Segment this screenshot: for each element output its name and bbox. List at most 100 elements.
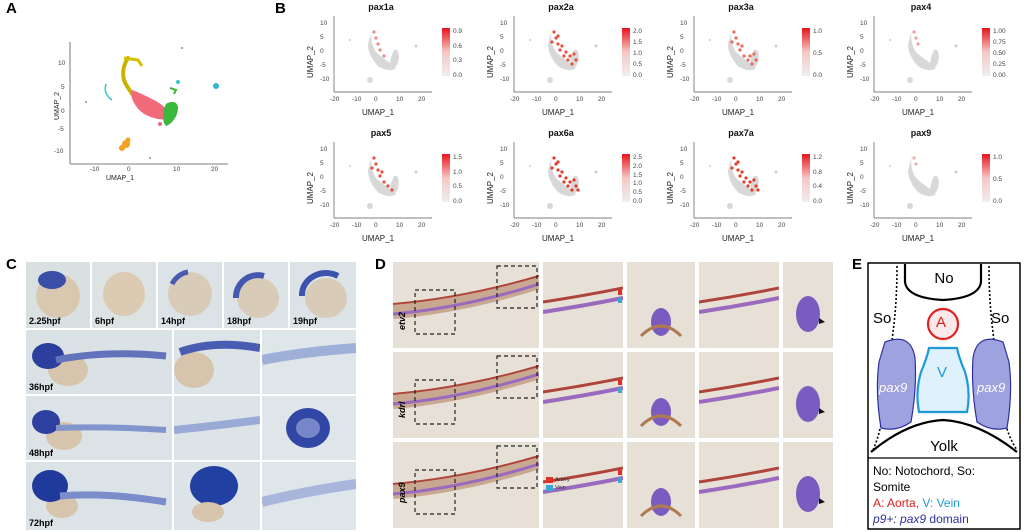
- feature-plot-ytick: -10: [320, 76, 330, 83]
- stage-label: 14hpf: [161, 316, 186, 326]
- label-pax9-right: pax9: [977, 380, 1006, 395]
- feature-plot-xtick: 0: [914, 96, 918, 103]
- colorbar-tick: 1.5: [453, 154, 463, 161]
- feature-plot-xtick: 10: [756, 222, 764, 229]
- panel-a-umap: [50, 40, 230, 168]
- expression-point: [552, 156, 556, 160]
- expression-colorbar: [622, 154, 630, 202]
- expression-point: [374, 162, 378, 166]
- expression-point: [572, 52, 576, 56]
- panel-label-c: C: [6, 256, 17, 273]
- feature-plot-ytick: 10: [860, 20, 868, 27]
- aorta-circle: [926, 307, 960, 341]
- expression-colorbar: [982, 154, 990, 202]
- feature-plot-xtick: -20: [510, 222, 520, 229]
- panel-a-ylabel: UMAP_2: [54, 91, 61, 120]
- feature-plot-pax4: pax4 UMAP_1 UMAP_2 -20 -10 0 10 20 10 5 0 -5 -10 1.00…: [840, 0, 1020, 126]
- expression-colorbar: [442, 154, 450, 202]
- photo-c-72hpf-whole: 72hpf: [26, 462, 172, 530]
- photo-c-72hpf-zoom2: [262, 462, 356, 530]
- cluster-cyan-left: [104, 83, 113, 101]
- umap-cluster-plot: [69, 42, 228, 165]
- umap-feature-scatter: [333, 16, 432, 93]
- umap-feature-scatter: [693, 142, 792, 219]
- expression-point: [730, 40, 734, 44]
- cluster-cyan-right: [213, 83, 219, 89]
- panel-a-ytick: 5: [61, 84, 65, 91]
- expression-point: [732, 156, 736, 160]
- feature-plot-ylabel: UMAP_2: [846, 45, 855, 78]
- panel-label-d: D: [375, 256, 386, 273]
- feature-plot-ytick: 5: [680, 160, 684, 167]
- colorbar-tick: 2.0: [633, 162, 643, 170]
- feature-plot-pax9: pax9 UMAP_1 UMAP_2 -20 -10 0 10 20 10 5 0 -5 -10 1.0 0…: [840, 126, 1020, 252]
- expression-point: [558, 48, 562, 52]
- colorbar-tick: 0.00: [993, 72, 1006, 79]
- legend-vein-label: Vein: [555, 485, 566, 491]
- feature-plot-ytick: 0: [320, 174, 324, 181]
- umap-feature-scatter: [873, 16, 972, 93]
- feature-plot-xtick: -20: [330, 222, 340, 229]
- expression-point: [386, 184, 390, 188]
- expression-point: [382, 180, 386, 184]
- label-aorta: A: [936, 314, 947, 331]
- umap-feature-scatter: [513, 16, 612, 93]
- expression-point: [748, 54, 752, 58]
- feature-plot-xlabel: UMAP_1: [362, 234, 395, 243]
- colorbar-tick: 0.5: [633, 189, 643, 197]
- feature-plot-xtick: -10: [712, 96, 722, 103]
- feature-plot-ytick: -10: [860, 76, 870, 83]
- colorbar-tick: 0.75: [993, 39, 1006, 46]
- photo-d-row1-col5: [783, 262, 833, 348]
- feature-plot-ytick: 10: [320, 20, 328, 27]
- photo-d-row2-col1: [393, 352, 539, 438]
- feature-plot-xtick: 10: [936, 222, 944, 229]
- colorbar-tick: 1.5: [633, 39, 643, 46]
- expression-point: [560, 170, 564, 174]
- photo-c-2hpf: 2.25hpf: [26, 262, 90, 328]
- feature-plot-xlabel: UMAP_1: [722, 108, 755, 117]
- feature-plot-xlabel: UMAP_1: [542, 108, 575, 117]
- expression-point: [374, 36, 378, 40]
- feature-plot-ytick: 5: [680, 34, 684, 41]
- expression-point: [566, 184, 570, 188]
- panel-b-feature-plots: pax1a UMAP_1 UMAP_2 -20 -10 0 10 20 10 5 0 -5 -10 0.9…: [300, 0, 1020, 252]
- colorbar-tick: 0.25: [993, 61, 1006, 68]
- feature-plot-ytick: 5: [500, 160, 504, 167]
- gene-label-pax9: pax9: [397, 482, 407, 503]
- expression-point: [566, 58, 570, 62]
- expression-point: [376, 168, 380, 172]
- feature-plot-ytick: 5: [860, 34, 864, 41]
- feature-plot-xtick: 20: [598, 96, 606, 103]
- feature-plot-ytick: -5: [320, 62, 326, 69]
- legend-p9-prefix: p9+:: [873, 512, 897, 526]
- expression-point: [914, 162, 918, 166]
- expression-point: [552, 30, 556, 34]
- expression-colorbar: [442, 28, 450, 76]
- expression-point: [554, 36, 558, 40]
- panel-label-b: B: [275, 0, 286, 17]
- expression-point: [556, 34, 560, 38]
- expression-point: [372, 156, 376, 160]
- feature-plot-pax5: pax5 UMAP_1 UMAP_2 -20 -10 0 10 20 10 5 0 -5 -10 1.5 1…: [300, 126, 480, 252]
- stage-label: 48hpf: [29, 448, 54, 458]
- expression-point: [556, 168, 560, 172]
- panel-label-a: A: [6, 0, 17, 17]
- expression-colorbar: [802, 154, 810, 202]
- photo-d-row1-col3: [627, 262, 695, 348]
- feature-plot-ytick: 10: [680, 20, 688, 27]
- feature-plot-xtick: 0: [554, 96, 558, 103]
- feature-plot-xtick: 10: [396, 222, 404, 229]
- legend-line-3: A: Aorta, V: Vein: [873, 496, 960, 510]
- feature-plot-xtick: -10: [352, 96, 362, 103]
- umap-feature-scatter: [333, 142, 432, 219]
- label-somite-left: So: [873, 310, 892, 327]
- photo-d-row2-col4: [699, 352, 779, 438]
- feature-plot-ytick: -10: [680, 202, 690, 209]
- gene-label-kdrl: kdrl: [397, 401, 407, 418]
- feature-plot-ylabel: UMAP_2: [486, 45, 495, 78]
- expression-point: [370, 166, 374, 170]
- feature-plot-pax2a: pax2a UMAP_1 UMAP_2 -20 -10 0 10 20 10 5 0 -5 -10 2.0…: [480, 0, 660, 126]
- feature-plot-xtick: -10: [892, 96, 902, 103]
- expression-point: [740, 44, 744, 48]
